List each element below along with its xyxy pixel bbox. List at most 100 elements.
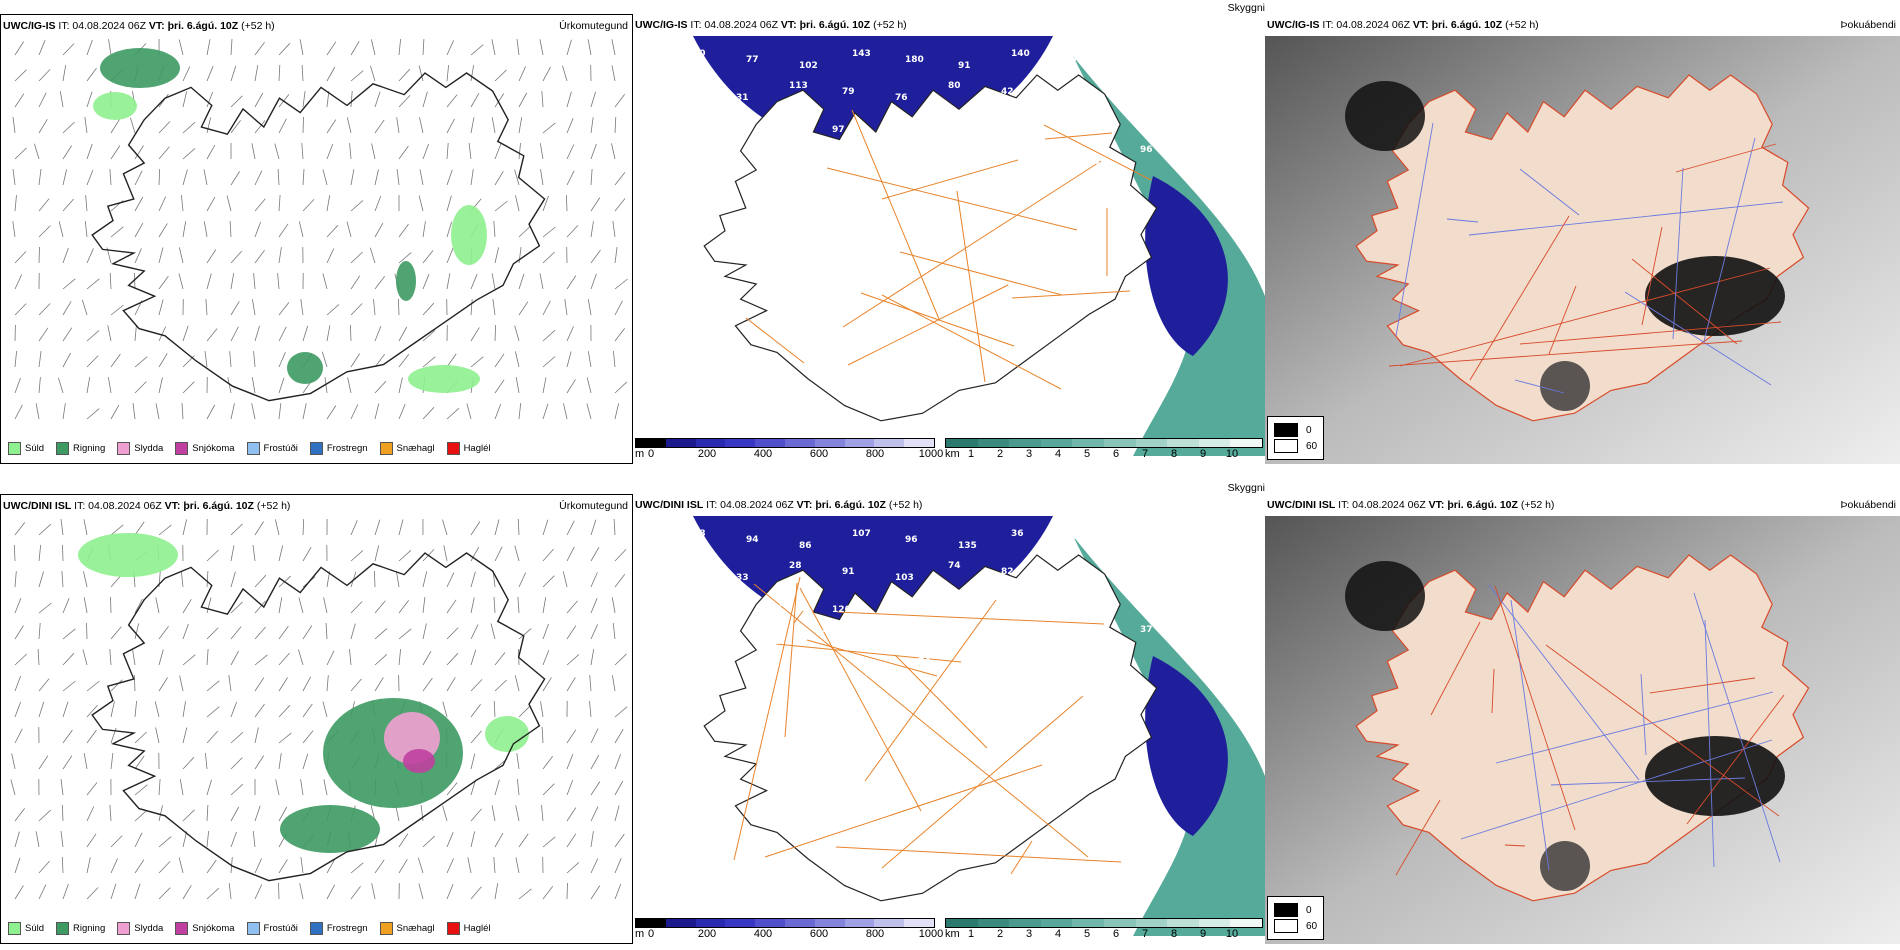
wind-barb (62, 198, 74, 212)
wind-barb (132, 403, 136, 420)
river (1704, 619, 1715, 868)
wind-barb (62, 278, 76, 290)
wind-barb (230, 403, 235, 420)
wind-barb (110, 404, 120, 420)
wind-barb (158, 805, 163, 822)
wind-barb (62, 121, 75, 134)
wind-barb (398, 377, 403, 394)
wind-barb (158, 353, 168, 368)
road (1010, 840, 1033, 875)
cloud-base-value: 94 (746, 535, 759, 545)
wind-barb (158, 861, 171, 874)
road (894, 654, 988, 749)
fog-map (1265, 36, 1900, 464)
wind-barb (590, 858, 599, 874)
wind-barb (110, 524, 124, 536)
colorbar-cloud-base: m 0 200 400 600 800 1000 (635, 438, 943, 460)
wind-barb (446, 353, 457, 368)
wind-barb (422, 330, 436, 342)
wind-barb (110, 883, 117, 900)
wind-barb (374, 628, 388, 640)
wind-barb (349, 143, 352, 160)
wind-barb (251, 403, 256, 420)
wind-barb (566, 275, 577, 290)
wind-barb (14, 195, 17, 212)
wind-barb (251, 143, 256, 160)
wind-barb (396, 117, 400, 134)
legend-label: Rigning (73, 923, 106, 934)
wind-barb (182, 654, 196, 666)
road (1395, 799, 1441, 876)
wind-barb (494, 143, 502, 160)
wind-barb (278, 352, 286, 368)
wind-barb (302, 116, 304, 134)
colorbar-tick: 6 (1112, 928, 1120, 940)
wind-barb (518, 833, 529, 848)
wind-barb (12, 221, 16, 238)
cloud-base-value: 97 (832, 125, 845, 135)
wind-barb (590, 249, 601, 264)
river (1550, 777, 1746, 786)
wind-barb (62, 729, 73, 744)
wind-barb (298, 649, 304, 666)
wind-barb (514, 545, 520, 562)
wind-barb (493, 596, 496, 614)
wind-barb (254, 221, 261, 238)
cloud-base-value: 77 (746, 55, 759, 65)
wind-barb (398, 833, 409, 848)
wind-barb (470, 679, 483, 692)
road (1545, 644, 1780, 817)
cloud-base-value: 43 (1223, 535, 1236, 545)
wind-barb (14, 303, 27, 316)
wind-barb (38, 119, 48, 134)
wind-barb (514, 325, 520, 342)
cloud-base-value: 89 (1150, 605, 1163, 615)
wind-barb (254, 654, 268, 666)
wind-barb (230, 732, 244, 744)
wind-barb (14, 274, 23, 290)
wind-barb (182, 221, 187, 238)
legend-label: Frostúði (263, 923, 298, 934)
wind-barb (398, 599, 410, 614)
river (1460, 739, 1773, 840)
wind-barb (134, 784, 148, 796)
valid-time: þri. 6.ágú. 10Z (183, 500, 254, 512)
wind-barb (110, 701, 115, 718)
wind-barb (446, 118, 455, 134)
fog-panel-title: Þokuábendi (1840, 499, 1896, 511)
precip-area (403, 749, 435, 773)
wind-barb (446, 94, 458, 108)
wind-barb (81, 299, 88, 316)
wind-barb (542, 575, 555, 588)
cloud-base-value: 59 (822, 625, 835, 635)
wind-barb (566, 170, 575, 186)
wind-barb (14, 701, 21, 718)
wind-barb (62, 544, 64, 562)
wind-barb (470, 169, 474, 186)
wind-barb (614, 94, 626, 108)
precip-legend-item: Snæhagl (377, 440, 438, 457)
vt-label: VT: (1409, 19, 1432, 31)
wind-barb (38, 571, 44, 588)
cloud-base-field (1145, 176, 1228, 356)
wind-barb (566, 833, 577, 848)
wind-barb (12, 169, 16, 186)
fog-area (1345, 81, 1425, 151)
wind-barb (518, 66, 526, 82)
wind-barb (446, 408, 460, 420)
wind-barb (134, 170, 143, 186)
wind-barb (86, 782, 98, 796)
wind-barb (398, 95, 411, 108)
cloud-base-value: 91 (842, 567, 855, 577)
cloud-base-value: 36 (1011, 529, 1024, 539)
fog-legend: 0 60 (1267, 896, 1325, 940)
wind-barb (542, 548, 554, 562)
init-time: 04.08.2024 06Z (72, 20, 146, 32)
cloud-base-value: 136 (769, 157, 788, 167)
legend-swatch (446, 442, 460, 455)
wind-barb (613, 518, 616, 536)
wind-barb (540, 169, 544, 186)
fog-indicator-panel: UWC/IG-IS IT: 04.08.2024 06Z VT: þri. 6.… (1265, 14, 1900, 464)
cloud-base-value: 82 (981, 145, 994, 155)
wind-barb (349, 649, 352, 666)
